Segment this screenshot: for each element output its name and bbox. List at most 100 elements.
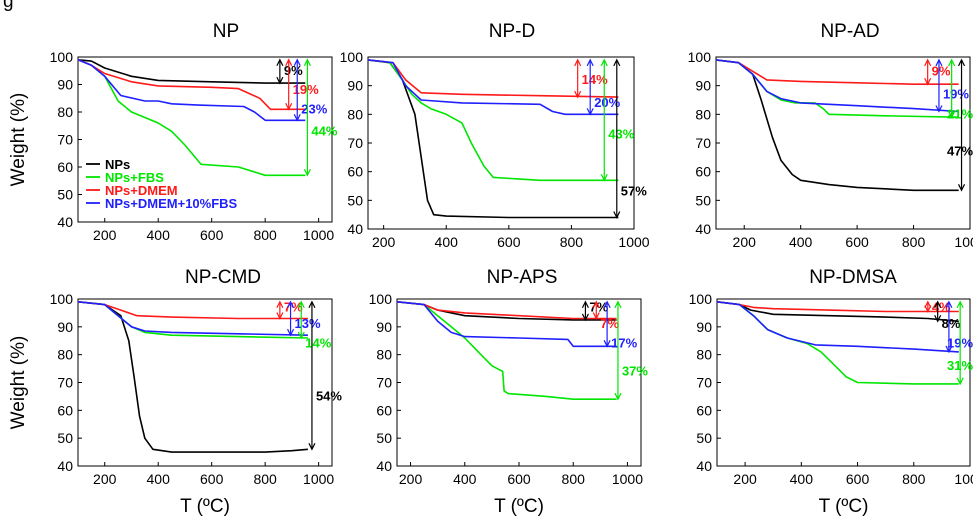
- loss-arrowhead: [948, 110, 956, 119]
- y-tick-label: 50: [347, 192, 363, 208]
- x-tick-label: 200: [733, 471, 757, 487]
- loss-arrowhead: [581, 300, 589, 309]
- y-tick-label: 100: [50, 49, 74, 65]
- loss-arrowhead: [945, 345, 953, 354]
- series-line-nps-dmem: [77, 59, 306, 111]
- loss-arrowhead: [614, 300, 622, 309]
- y-tick-label: 60: [695, 164, 711, 180]
- loss-arrowhead: [586, 58, 594, 67]
- y-tick-label: 40: [347, 221, 363, 237]
- loss-arrowhead: [924, 305, 932, 313]
- y-tick-label: 80: [696, 347, 712, 363]
- x-tick-label: 400: [147, 227, 171, 243]
- loss-label: 23%: [301, 101, 327, 116]
- x-tick-label: 800: [253, 227, 277, 243]
- y-tick-label: 80: [57, 347, 73, 363]
- chart-title: NP-DMSA: [809, 267, 897, 288]
- loss-arrowhead: [592, 300, 600, 309]
- loss-label: 14%: [582, 72, 608, 87]
- y-tick-label: 50: [376, 430, 392, 446]
- loss-arrowhead: [287, 300, 295, 309]
- y-tick-label: 90: [696, 319, 712, 335]
- x-tick-label: 800: [562, 471, 586, 487]
- x-tick-label: 200: [372, 234, 396, 250]
- loss-arrowhead: [956, 300, 964, 309]
- legend-entry: NPs+DMEM: [105, 183, 178, 198]
- loss-arrowhead: [574, 90, 582, 99]
- legend-entry: NPs+DMEM+10%FBS: [105, 196, 238, 211]
- series-line-nps-dmem-10-fbs: [367, 59, 619, 116]
- y-tick-label: 50: [57, 187, 73, 203]
- loss-arrowhead: [957, 184, 966, 192]
- loss-arrowhead: [956, 377, 964, 386]
- loss-arrowhead: [603, 300, 611, 309]
- y-tick-label: 90: [57, 77, 73, 93]
- y-tick-label: 70: [376, 375, 392, 391]
- x-tick-label: 600: [845, 234, 869, 250]
- y-tick-label: 80: [57, 104, 73, 120]
- series-line-nps-dmem-10-fbs: [715, 59, 959, 113]
- x-axis-title: T (ºC): [494, 496, 544, 517]
- chart-np-dmsa: NP-DMSA40506070809010020040060080010004%…: [689, 267, 973, 517]
- loss-arrowhead: [303, 168, 311, 177]
- loss-label: 13%: [295, 316, 321, 331]
- loss-arrowhead: [935, 58, 943, 67]
- plot-frame: [716, 298, 971, 467]
- loss-arrowhead: [603, 340, 611, 348]
- loss-arrowhead: [293, 58, 301, 67]
- loss-label: 43%: [608, 126, 634, 141]
- y-tick-label: 80: [376, 347, 392, 363]
- series-line-nps-fbs: [396, 301, 617, 400]
- loss-arrowhead: [613, 211, 621, 219]
- loss-label: 37%: [622, 363, 648, 378]
- loss-arrowhead: [285, 58, 293, 67]
- loss-arrowhead: [948, 58, 956, 67]
- loss-arrowhead: [308, 300, 316, 309]
- x-tick-label: 800: [560, 234, 584, 250]
- y-tick-label: 50: [57, 430, 73, 446]
- legend-entry: NPs: [105, 157, 130, 172]
- loss-arrowhead: [297, 331, 305, 340]
- series-line-nps-dmem-10-fbs: [77, 59, 306, 122]
- y-tick-label: 90: [347, 78, 363, 94]
- x-tick-label: 400: [435, 234, 459, 250]
- loss-label: 19%: [293, 82, 319, 97]
- x-tick-label: 200: [733, 234, 757, 250]
- x-tick-label: 200: [399, 471, 423, 487]
- x-tick-label: 600: [497, 234, 521, 250]
- y-tick-label: 70: [57, 375, 73, 391]
- x-tick-label: 1000: [612, 471, 643, 487]
- y-tick-label: 100: [689, 291, 713, 307]
- y-tick-label: 100: [369, 291, 393, 307]
- y-tick-label: 60: [376, 402, 392, 418]
- chart-title: NP: [213, 21, 239, 42]
- loss-arrowhead: [297, 300, 305, 309]
- figure-top-text: g: [3, 0, 14, 12]
- series-line-nps: [77, 301, 308, 453]
- loss-label: 20%: [594, 95, 620, 110]
- y-tick-label: 100: [340, 49, 364, 65]
- y-tick-label: 40: [695, 221, 711, 237]
- loss-label: 14%: [305, 336, 331, 351]
- y-tick-label: 60: [347, 164, 363, 180]
- loss-arrowhead: [285, 102, 293, 111]
- x-tick-label: 600: [200, 471, 224, 487]
- chart-np-d: NP-D 40 50 60 70 80 90 100 200 400 600 800 1000 14% 20…: [340, 21, 650, 250]
- x-tick-label: 200: [93, 227, 117, 243]
- series-line-nps-dmem-10-fbs: [396, 301, 617, 348]
- y-axis-title: Weight (%): [8, 93, 29, 187]
- loss-arrowhead: [600, 173, 608, 182]
- x-tick-label: 400: [790, 471, 814, 487]
- loss-arrowhead: [614, 392, 622, 401]
- loss-arrowhead: [303, 58, 311, 67]
- series-line-nps-dmem: [715, 59, 959, 85]
- x-tick-label: 800: [902, 234, 926, 250]
- x-tick-label: 200: [93, 471, 117, 487]
- y-tick-label: 70: [347, 135, 363, 151]
- loss-label: 8%: [942, 316, 961, 331]
- x-tick-label: 400: [147, 471, 171, 487]
- y-tick-label: 70: [57, 132, 73, 148]
